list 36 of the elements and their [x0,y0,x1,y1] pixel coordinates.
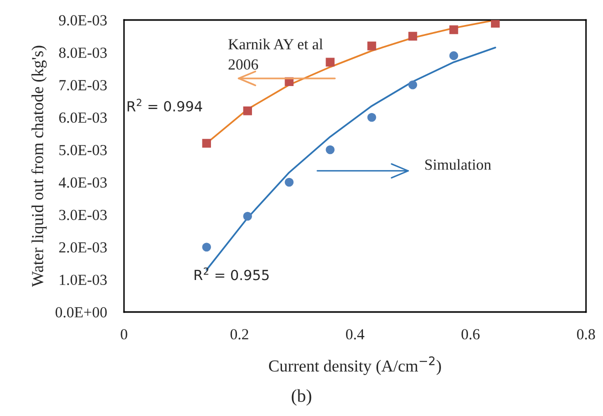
point [367,112,376,122]
y-tick-label: 3.0E-03 [59,210,107,220]
annotation: R$^{2}$ = 0.955 [194,268,269,280]
y-tick-label: 2.0E-03 [59,242,107,253]
x-tick-label: 0 [120,329,128,340]
y-tick-label: 9.0E-03 [59,15,107,26]
point [449,25,458,34]
point [243,212,252,221]
y-tick-label: 1.0E-03 [60,274,107,286]
point [326,145,335,154]
point [202,242,211,252]
x-tick-label: 0.6 [462,329,480,340]
x-axis-title: Current density (A/cm$^{−2}$) [269,356,441,376]
y-tick-label: 5.0E-03 [59,144,107,156]
y-tick-label: 8.0E-03 [59,48,107,58]
text: (b) [292,389,312,406]
point [490,20,500,28]
y-tick-label: 6.0E-03 [59,112,107,123]
point [243,106,252,116]
y-tick-label: 4.0E-03 [58,177,107,188]
annotation: Karnik AY et al 2006 [228,38,323,70]
annotation: Simulation [425,159,492,170]
y-axis-title: Water liquid out from chatode (kg's) [31,46,47,287]
point [367,42,376,50]
point [408,32,418,41]
point [284,178,294,187]
point [449,51,458,60]
x-tick-label: 0.8 [577,329,595,340]
x-tick-label: 0.4 [346,329,364,340]
y-tick-label: 0.0E+00 [56,307,107,318]
annotation: R$^{2}$ = 0.994 [128,98,202,112]
y-tick-label: 7.0E-03 [60,80,107,90]
point [202,138,211,148]
x-tick-label: 0.2 [230,329,248,340]
point [326,58,335,67]
point [408,80,418,90]
